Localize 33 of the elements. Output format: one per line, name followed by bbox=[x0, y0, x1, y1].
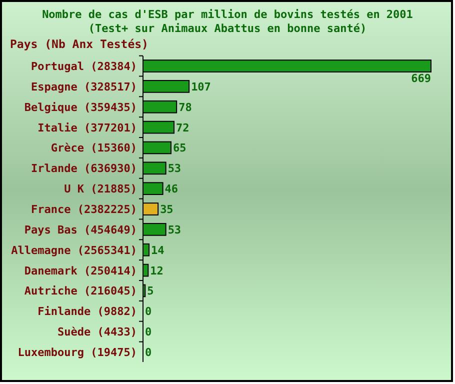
data-label: 0 bbox=[145, 326, 152, 339]
data-label: 5 bbox=[147, 284, 154, 298]
y-tick-label: Belgique (359435) bbox=[24, 100, 137, 114]
chart-title: Nombre de cas d'ESB par million de bovins testés en 2001 bbox=[42, 8, 414, 21]
data-label: 0 bbox=[145, 305, 152, 318]
y-tick-label: France (2382225) bbox=[31, 203, 137, 216]
y-tick-label: Grèce (15360) bbox=[50, 142, 137, 155]
y-tick-label: Espagne (328517) bbox=[31, 80, 137, 94]
data-label: 46 bbox=[164, 182, 178, 196]
y-tick-label: Suède (4433) bbox=[58, 326, 137, 339]
y-tick-label: Luxembourg (19475) bbox=[18, 346, 137, 359]
y-tick-label: Italie (377201) bbox=[38, 121, 137, 134]
data-label: 78 bbox=[178, 100, 192, 114]
data-label: 14 bbox=[151, 244, 165, 257]
data-label: 72 bbox=[176, 121, 190, 134]
y-tick-label: Irlande (636930) bbox=[31, 162, 137, 176]
y-tick-label: U K (21885) bbox=[64, 182, 137, 196]
data-label: 0 bbox=[145, 346, 152, 359]
y-tick-label: Danemark (250414) bbox=[24, 264, 137, 278]
y-axis-title: Pays (Nb Anx Testés) bbox=[10, 37, 148, 51]
y-tick-label: Pays Bas (454649) bbox=[24, 223, 137, 236]
y-tick-label: Finlande (9882) bbox=[38, 305, 137, 318]
data-label: 107 bbox=[191, 80, 211, 94]
data-label: 12 bbox=[150, 264, 164, 278]
y-tick-label: Allemagne (2565341) bbox=[11, 244, 137, 257]
data-label: 53 bbox=[168, 223, 182, 236]
data-label: 65 bbox=[172, 142, 186, 155]
y-tick-label: Autriche (216045) bbox=[24, 284, 137, 298]
data-label: 53 bbox=[168, 162, 182, 176]
data-label: 35 bbox=[160, 203, 174, 216]
y-tick-label: Portugal (28384) bbox=[31, 60, 137, 74]
data-label: 669 bbox=[411, 72, 431, 85]
chart-subtitle: (Test+ sur Animaux Abattus en bonne santé) bbox=[88, 22, 367, 35]
